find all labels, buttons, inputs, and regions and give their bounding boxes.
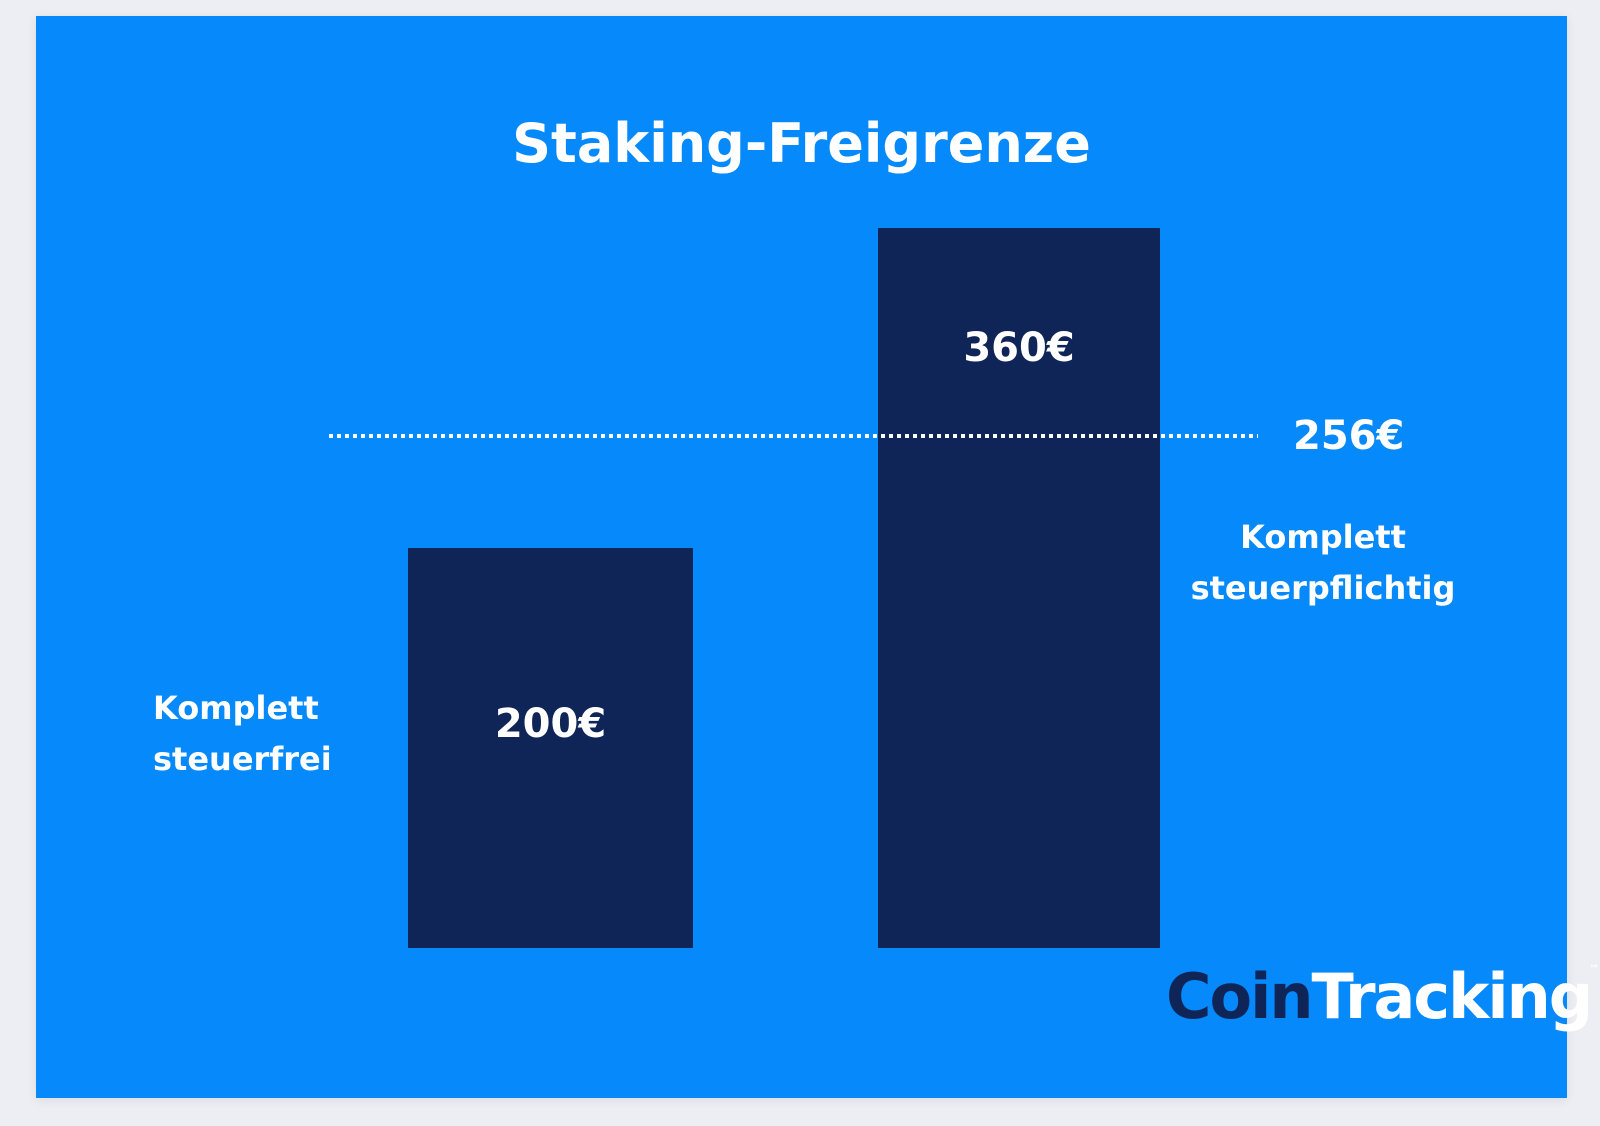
bar [408,548,693,948]
value-label: 200€ [494,701,607,747]
trademark: ™ [1589,964,1600,975]
plot [329,228,1258,948]
category-label: Komplett steuerpflichtig [1190,518,1456,607]
bar [878,228,1160,948]
brand-name: CoinTracking [1166,960,1593,1033]
chart-card: Staking-Freigrenze CoinTracking ™ 200€ Kom… [36,16,1599,1098]
category-label: Komplett steuerfrei [153,689,332,778]
chart-title: Staking-Freigrenze [512,112,1091,175]
threshold-label: 256€ [1293,413,1405,459]
brand-logo: CoinTracking ™ [1166,960,1599,1033]
value-label: 360€ [963,325,1075,371]
